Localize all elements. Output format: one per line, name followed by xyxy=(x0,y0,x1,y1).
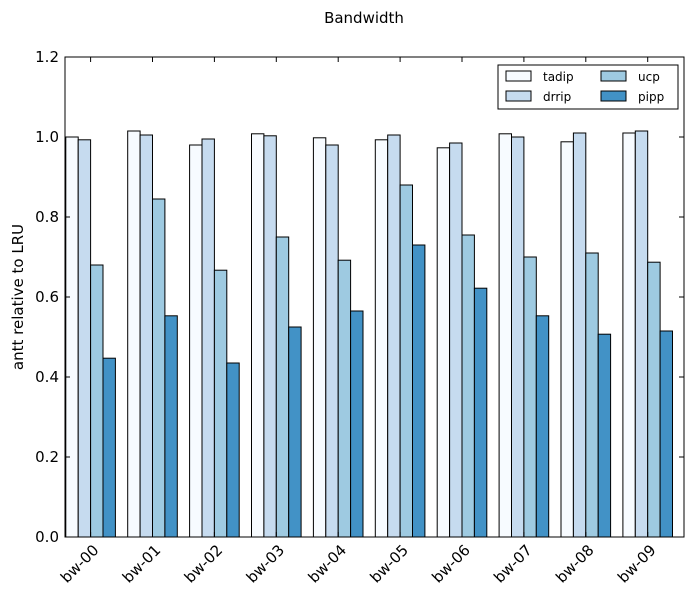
y-tick-label: 0.8 xyxy=(35,208,59,226)
bar-tadip-bw-01 xyxy=(127,130,141,538)
chart-title: Bandwidth xyxy=(324,9,404,27)
x-tick-label: bw-04 xyxy=(305,541,350,586)
legend-swatch-drrip xyxy=(505,90,532,102)
x-tick-label: bw-03 xyxy=(243,541,288,586)
bar-tadip-bw-09 xyxy=(622,132,636,538)
bar-tadip-bw-03 xyxy=(251,133,265,538)
plot-frame xyxy=(64,56,685,538)
x-tick-label: bw-05 xyxy=(366,541,411,586)
bar-ucp-bw-06 xyxy=(461,234,475,538)
bar-drrip-bw-03 xyxy=(263,135,277,538)
x-tick-label: bw-01 xyxy=(119,541,164,586)
x-tick-label: bw-09 xyxy=(614,541,659,586)
legend-label-ucp: ucp xyxy=(638,70,660,84)
bar-pipp-bw-05 xyxy=(412,244,426,538)
bar-pipp-bw-09 xyxy=(659,330,673,538)
bar-drrip-bw-05 xyxy=(387,134,401,538)
bar-drrip-bw-00 xyxy=(77,139,92,538)
legend-swatch-pipp xyxy=(600,90,627,102)
y-tick-label: 0.2 xyxy=(35,448,59,466)
bar-pipp-bw-02 xyxy=(226,362,240,538)
y-tick-label: 0.0 xyxy=(35,528,59,546)
bar-drrip-bw-01 xyxy=(139,134,154,538)
x-tick-label: bw-07 xyxy=(490,541,535,586)
legend-swatch-ucp xyxy=(600,70,627,82)
bar-ucp-bw-08 xyxy=(585,252,599,538)
bar-drrip-bw-02 xyxy=(201,138,215,538)
bar-ucp-bw-00 xyxy=(90,264,104,538)
bar-drrip-bw-07 xyxy=(511,136,525,538)
bar-drrip-bw-04 xyxy=(325,144,339,538)
bar-tadip-bw-07 xyxy=(498,133,513,538)
bar-ucp-bw-05 xyxy=(399,184,414,538)
bar-tadip-bw-05 xyxy=(374,139,389,538)
bar-pipp-bw-06 xyxy=(473,287,488,538)
bar-pipp-bw-04 xyxy=(350,310,364,538)
legend-label-tadip: tadip xyxy=(543,70,574,84)
y-tick-label: 0.6 xyxy=(35,288,59,306)
legend-label-pipp: pipp xyxy=(638,90,664,104)
bar-pipp-bw-03 xyxy=(288,326,302,538)
bar-pipp-bw-00 xyxy=(102,357,116,538)
bar-drrip-bw-06 xyxy=(449,142,463,538)
bar-tadip-bw-00 xyxy=(65,136,79,538)
bar-ucp-bw-09 xyxy=(647,261,661,538)
bar-ucp-bw-07 xyxy=(523,256,537,538)
bar-tadip-bw-08 xyxy=(560,141,574,538)
legend: tadip drrip ucp pipp xyxy=(497,64,679,110)
bar-drrip-bw-09 xyxy=(634,130,649,538)
bar-ucp-bw-04 xyxy=(337,259,352,538)
bar-tadip-bw-06 xyxy=(436,147,451,538)
bar-ucp-bw-02 xyxy=(213,269,228,538)
y-tick-label: 1.2 xyxy=(35,48,59,66)
x-tick-label: bw-02 xyxy=(181,541,226,586)
x-tick-label: bw-08 xyxy=(552,541,597,586)
y-tick-label: 1.0 xyxy=(35,128,59,146)
x-tick-label: bw-06 xyxy=(428,541,473,586)
bar-tadip-bw-02 xyxy=(189,144,203,538)
bars-layer xyxy=(65,130,673,538)
bar-pipp-bw-01 xyxy=(164,315,178,538)
x-tick-label: bw-00 xyxy=(57,541,102,586)
bar-ucp-bw-01 xyxy=(152,198,166,538)
bar-tadip-bw-04 xyxy=(312,137,327,538)
bar-pipp-bw-08 xyxy=(597,333,612,538)
bar-ucp-bw-03 xyxy=(275,236,290,538)
y-tick-label: 0.4 xyxy=(35,368,59,386)
bar-pipp-bw-07 xyxy=(535,315,550,538)
legend-swatch-tadip xyxy=(505,70,532,82)
legend-label-drrip: drrip xyxy=(543,90,571,104)
bar-drrip-bw-08 xyxy=(572,132,587,538)
y-axis-label: antt relative to LRU xyxy=(9,224,27,370)
